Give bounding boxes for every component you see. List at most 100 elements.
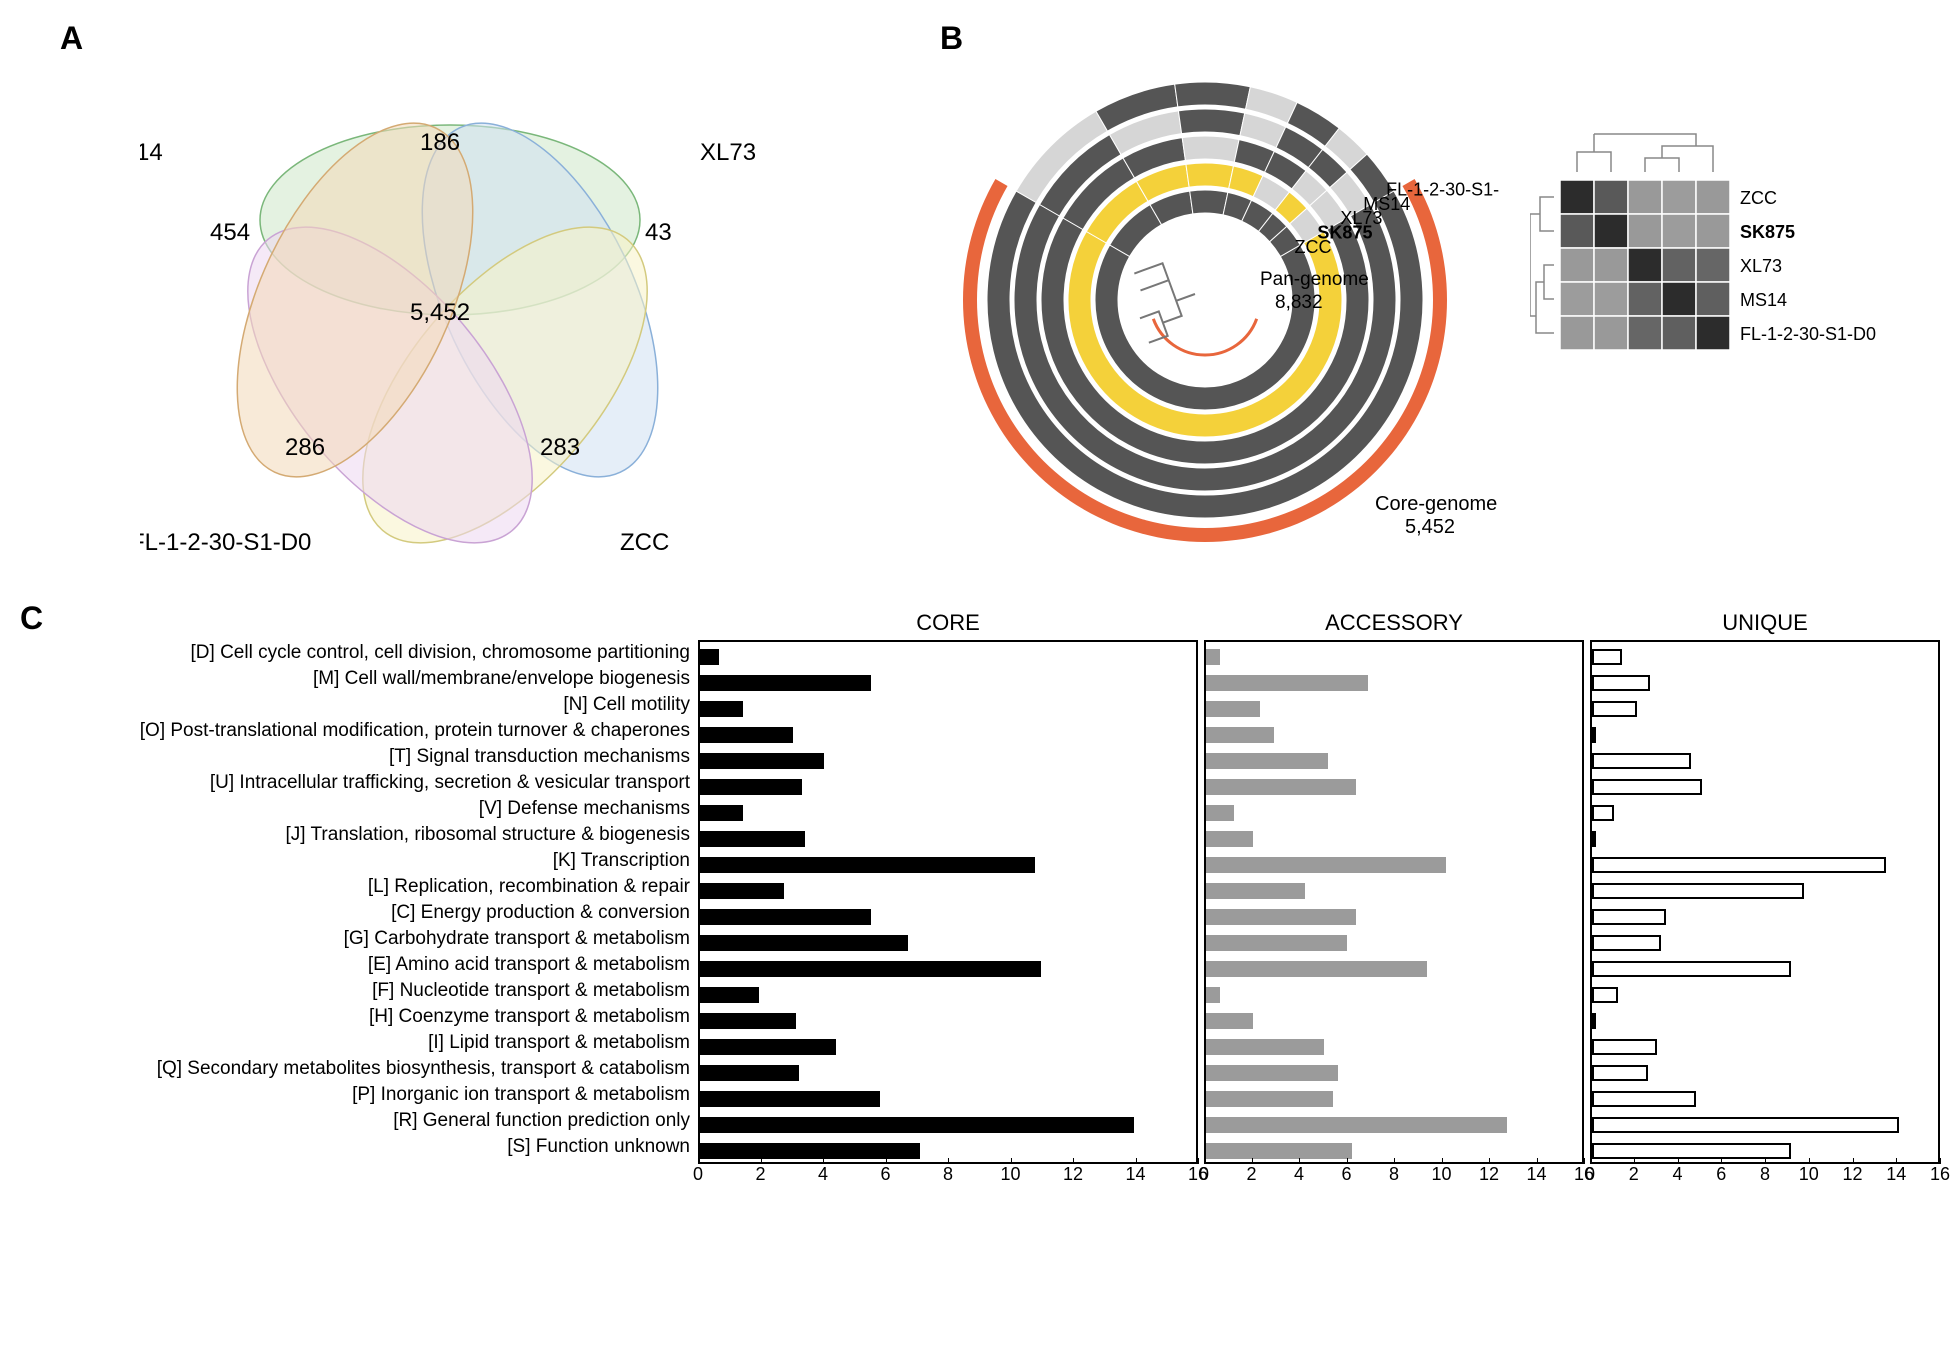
heatmap-cell	[1560, 248, 1594, 282]
heatmap-cell	[1696, 180, 1730, 214]
bar	[1592, 701, 1637, 717]
x-tick: 0	[1199, 1164, 1209, 1185]
venn-center-count: 5,452	[410, 299, 470, 326]
pan-genome-inner-arc	[1153, 319, 1256, 355]
ani-heatmap: ZCCSK875XL73MS14FL-1-2-30-S1-D0	[1530, 120, 1900, 380]
bar	[1592, 1091, 1696, 1107]
bar	[1206, 805, 1234, 821]
cog-category-label: [N] Cell motility	[20, 692, 690, 718]
venn-set-label: MS14	[140, 139, 163, 166]
bar	[1592, 935, 1661, 951]
bar	[700, 987, 759, 1003]
bar	[1592, 857, 1886, 873]
venn-diagram: 5,452186SK87543XL73283ZCC286FL-1-2-30-S1…	[140, 50, 760, 570]
heatmap-row-label: MS14	[1740, 290, 1787, 310]
heatmap-cell	[1560, 214, 1594, 248]
cog-category-label: [D] Cell cycle control, cell division, c…	[20, 640, 690, 666]
heatmap-cell	[1594, 214, 1628, 248]
cog-chart-core: CORE0246810121416	[698, 610, 1198, 1192]
bar	[1592, 1065, 1648, 1081]
bar	[1592, 727, 1596, 743]
chart-frame	[1204, 640, 1584, 1164]
x-tick: 6	[1716, 1164, 1726, 1185]
x-tick: 2	[755, 1164, 765, 1185]
bar	[1206, 1117, 1507, 1133]
bar	[1592, 805, 1614, 821]
x-tick: 6	[1341, 1164, 1351, 1185]
bar	[700, 1091, 880, 1107]
bar	[700, 649, 719, 665]
bar	[1206, 883, 1305, 899]
bar	[1592, 987, 1618, 1003]
bar	[1206, 727, 1274, 743]
bar	[1206, 909, 1356, 925]
x-tick: 12	[1842, 1164, 1862, 1185]
bar	[700, 831, 805, 847]
bar	[700, 961, 1041, 977]
bar	[700, 779, 802, 795]
heatmap-cell	[1594, 316, 1628, 350]
bar	[1592, 1039, 1657, 1055]
bar	[1206, 1039, 1324, 1055]
cog-category-label: [L] Replication, recombination & repair	[20, 874, 690, 900]
x-tick: 8	[943, 1164, 953, 1185]
bar	[1206, 779, 1356, 795]
bar	[1592, 883, 1804, 899]
pangenome-segment	[1175, 82, 1251, 109]
top-row: A 5,452186SK87543XL73283ZCC286FL-1-2-30-…	[20, 20, 1940, 580]
heatmap-cell	[1696, 214, 1730, 248]
cog-chart-accessory: ACCESSORY0246810121416	[1204, 610, 1584, 1192]
pan-genome-label: Pan-genome	[1260, 269, 1369, 290]
x-tick: 16	[1930, 1164, 1950, 1185]
cog-category-labels: [D] Cell cycle control, cell division, c…	[20, 610, 698, 1160]
bar	[1206, 1091, 1333, 1107]
venn-unique-count: 186	[420, 129, 460, 156]
bar	[700, 857, 1035, 873]
heatmap-cell	[1628, 282, 1662, 316]
bar	[700, 1039, 836, 1055]
heatmap-cell	[1560, 282, 1594, 316]
x-tick: 4	[1294, 1164, 1304, 1185]
bar	[700, 1143, 920, 1159]
chart-title: ACCESSORY	[1204, 610, 1584, 636]
cog-category-label: [T] Signal transduction mechanisms	[20, 744, 690, 770]
bar	[1206, 675, 1368, 691]
pangenome-segment	[1190, 190, 1228, 215]
chart-title: CORE	[698, 610, 1198, 636]
cog-category-label: [C] Energy production & conversion	[20, 900, 690, 926]
heatmap-row-label: FL-1-2-30-S1-D0	[1740, 324, 1876, 344]
pan-genome-value: 8,832	[1275, 292, 1323, 313]
cog-category-label: [J] Translation, ribosomal structure & b…	[20, 822, 690, 848]
heatmap-cell	[1594, 248, 1628, 282]
cog-category-label: [E] Amino acid transport & metabolism	[20, 952, 690, 978]
bar	[1206, 987, 1220, 1003]
bar	[1592, 675, 1650, 691]
cog-category-label: [O] Post-translational modification, pro…	[20, 718, 690, 744]
cog-bar-charts: CORE0246810121416ACCESSORY0246810121416U…	[698, 610, 1940, 1192]
bar	[700, 701, 743, 717]
bar	[700, 883, 784, 899]
x-tick: 4	[1672, 1164, 1682, 1185]
heatmap-cell	[1662, 180, 1696, 214]
venn-unique-count: 43	[645, 219, 672, 246]
panel-a-label: A	[60, 20, 83, 57]
heatmap-top-dendrogram	[1577, 134, 1713, 172]
heatmap-cell	[1594, 180, 1628, 214]
bar	[1592, 1117, 1899, 1133]
cog-category-label: [P] Inorganic ion transport & metabolism	[20, 1082, 690, 1108]
cog-category-label: [U] Intracellular trafficking, secretion…	[20, 770, 690, 796]
cog-category-label: [S] Function unknown	[20, 1134, 690, 1160]
x-tick: 2	[1246, 1164, 1256, 1185]
bar	[1206, 701, 1260, 717]
chart-title: UNIQUE	[1590, 610, 1940, 636]
heatmap-cell	[1628, 214, 1662, 248]
panel-b: B Pan-genome8,832FL-1-2-30-S1-D0MS14XL73…	[940, 20, 1920, 580]
bar	[1592, 1013, 1596, 1029]
bar	[700, 1013, 796, 1029]
pangenome-segment	[1186, 163, 1234, 188]
bar	[1206, 857, 1446, 873]
heatmap-cell	[1628, 316, 1662, 350]
x-tick: 4	[818, 1164, 828, 1185]
cog-category-label: [G] Carbohydrate transport & metabolism	[20, 926, 690, 952]
venn-unique-count: 283	[540, 434, 580, 461]
